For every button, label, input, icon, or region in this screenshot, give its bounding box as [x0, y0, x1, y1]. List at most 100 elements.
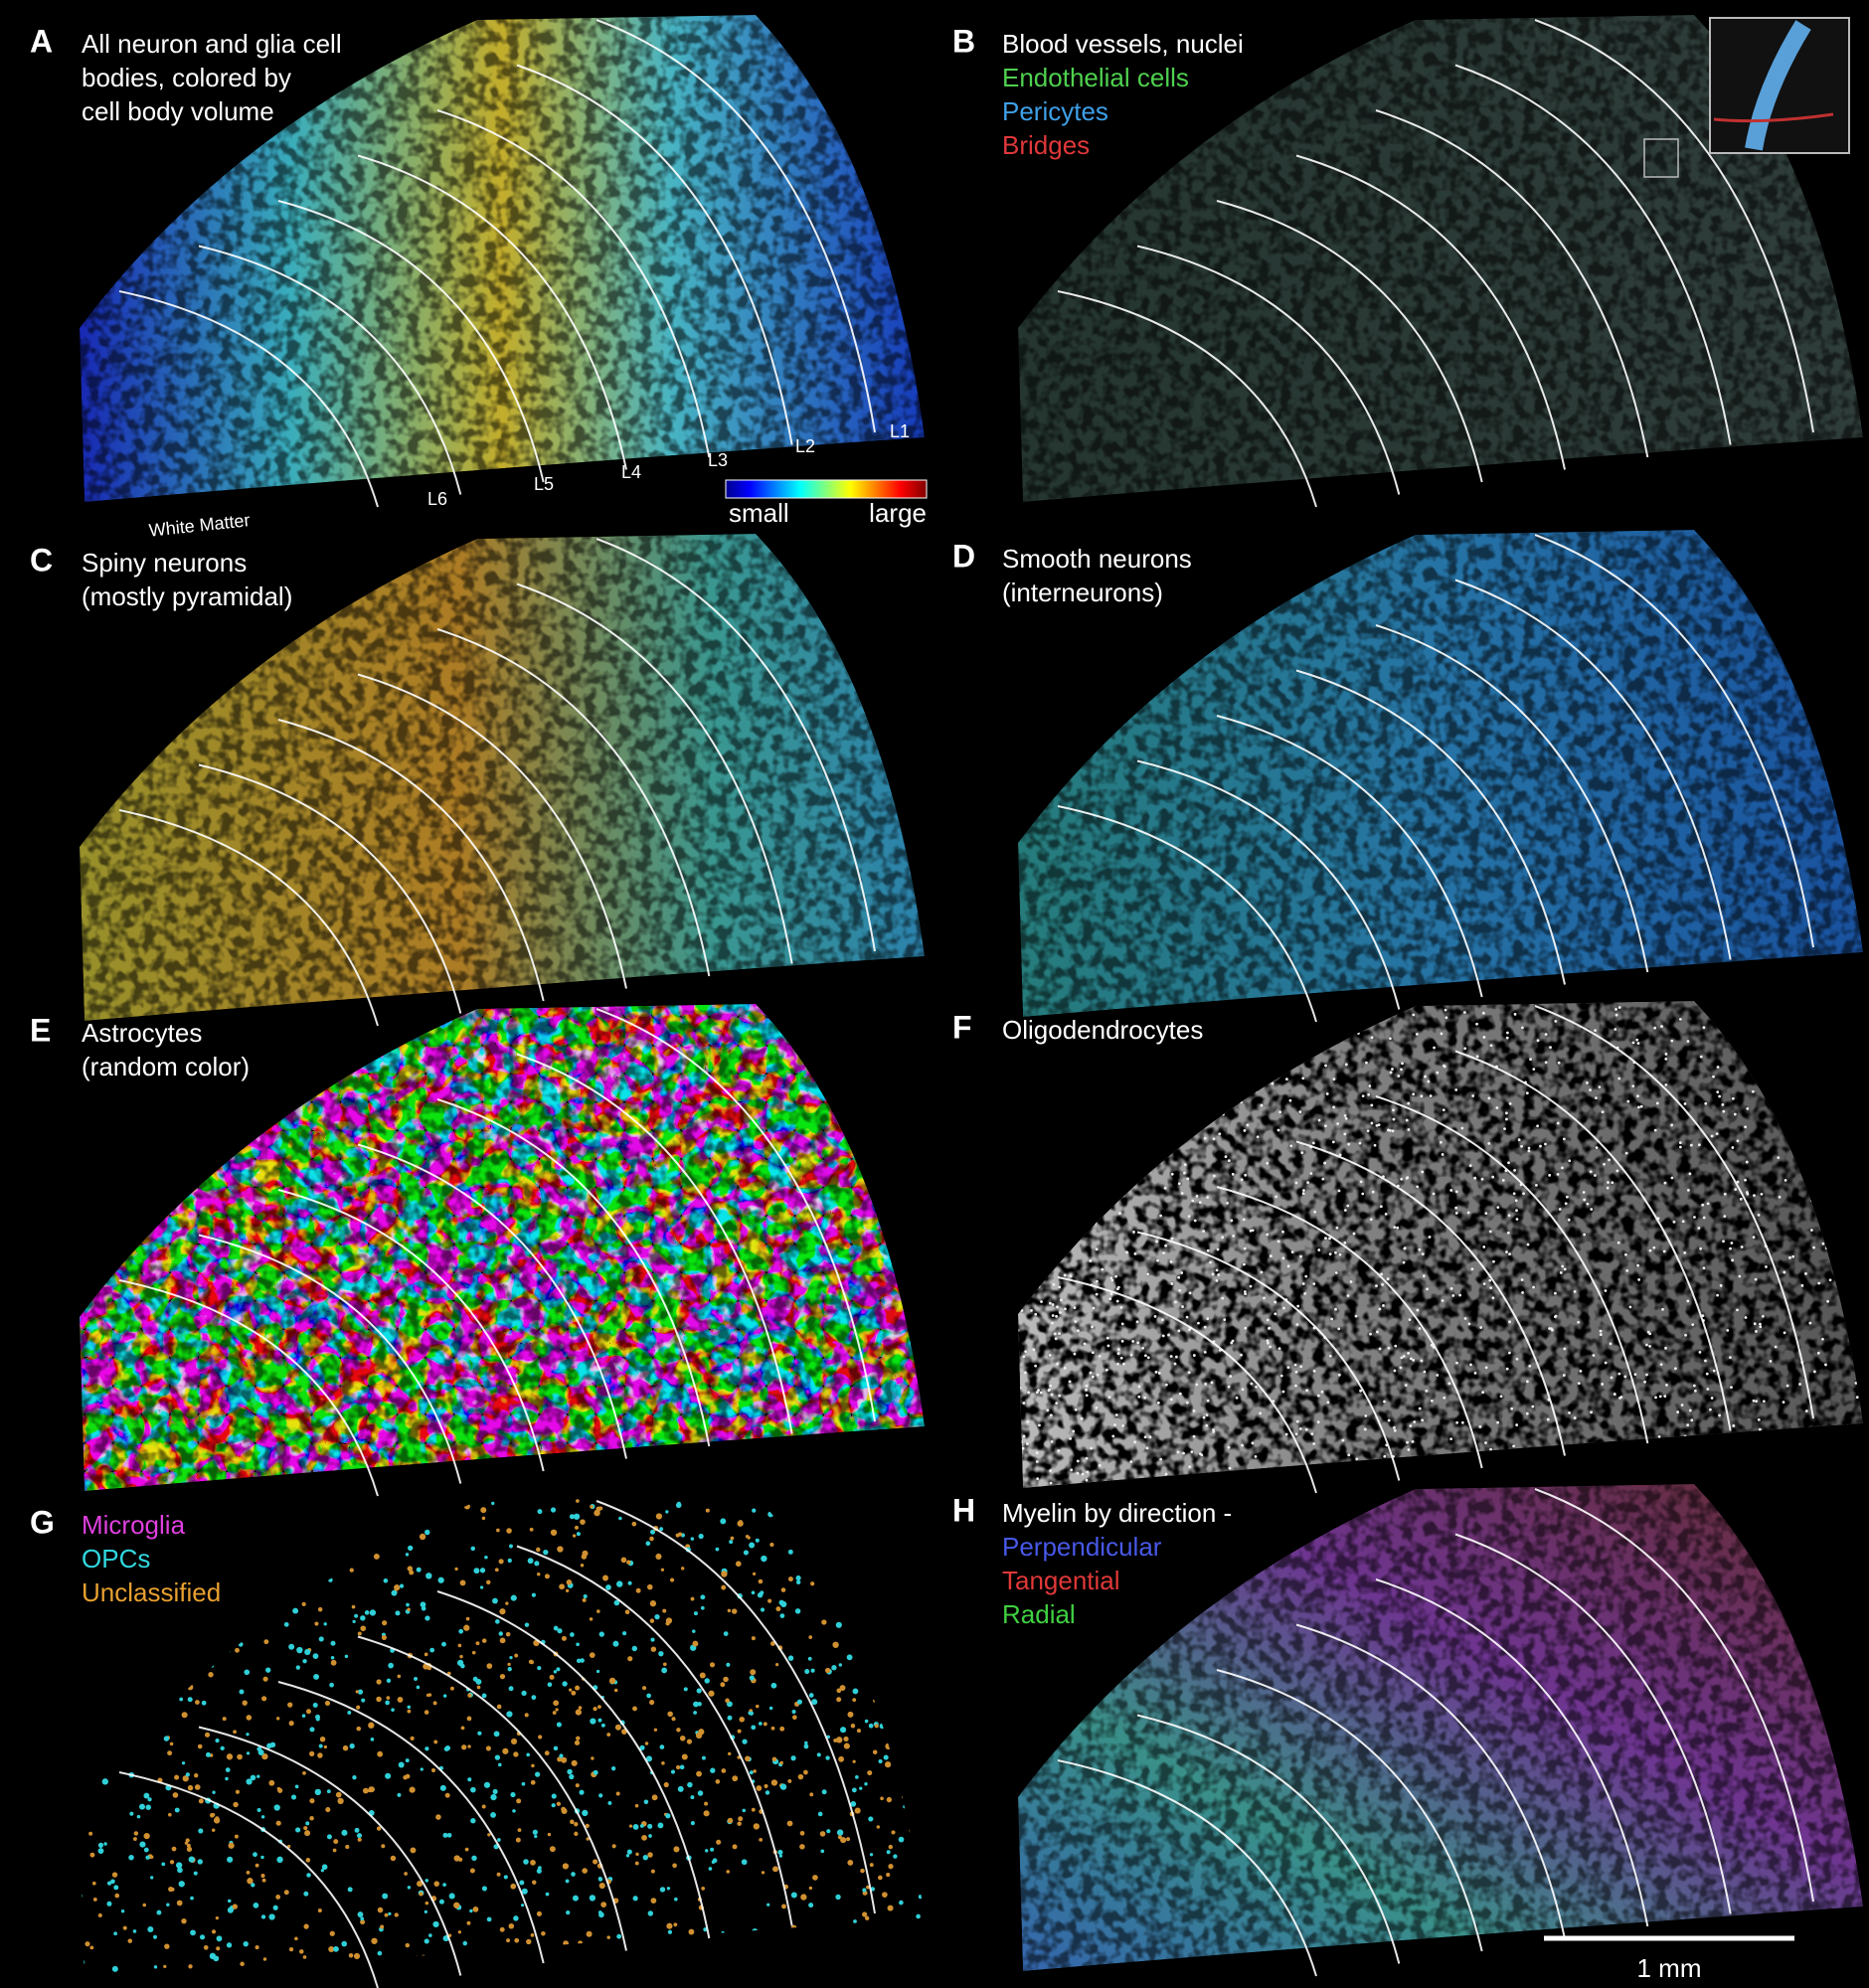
- cell-dot: [675, 1764, 681, 1770]
- cell-dot: [346, 1512, 353, 1518]
- cell-dot: [1334, 1250, 1337, 1254]
- layer-boundary: [1295, 154, 1566, 470]
- cell-dot: [424, 1909, 427, 1914]
- cell-dot: [728, 1751, 732, 1756]
- cell-dot: [1146, 1356, 1150, 1360]
- cell-dot: [1549, 1046, 1552, 1050]
- cell-dot: [1342, 1004, 1346, 1008]
- cell-dot: [909, 1762, 916, 1769]
- cell-dot: [215, 1984, 220, 1988]
- cell-dot: [1295, 1323, 1299, 1326]
- cell-dot: [1752, 1089, 1755, 1093]
- cell-dot: [567, 1768, 573, 1775]
- cell-dot: [1251, 1441, 1255, 1445]
- cell-dot: [1145, 1446, 1149, 1450]
- panel-letter: C: [30, 542, 53, 578]
- cell-dot: [1192, 1409, 1196, 1412]
- cell-dot: [852, 1688, 859, 1695]
- cell-dot: [147, 1925, 154, 1933]
- cell-dot: [706, 1966, 712, 1972]
- cell-dot: [1024, 1236, 1027, 1240]
- cell-dot: [897, 1968, 902, 1973]
- cell-dot: [1407, 1352, 1411, 1355]
- cell-dot: [632, 1896, 638, 1902]
- texture: [1018, 15, 1863, 502]
- cell-dot: [1726, 1027, 1730, 1031]
- cell-dot: [145, 1698, 151, 1704]
- cell-dot: [1506, 1231, 1510, 1235]
- cell-dot: [1681, 1220, 1685, 1224]
- cell-dot: [1052, 1282, 1056, 1286]
- cell-dot: [831, 1546, 838, 1553]
- cell-dot: [414, 1676, 419, 1681]
- cell-dot: [646, 1693, 651, 1699]
- cell-dot: [265, 1667, 271, 1673]
- cell-dot: [1222, 1475, 1226, 1479]
- cell-dot: [679, 1764, 685, 1770]
- cell-dot: [1369, 1023, 1373, 1027]
- cell-dot: [553, 1625, 559, 1631]
- cell-dot: [1772, 1057, 1776, 1061]
- cell-dot: [1806, 1485, 1810, 1488]
- cell-dot: [1040, 1300, 1043, 1303]
- cell-dot: [1224, 1107, 1228, 1111]
- cell-dot: [1018, 1067, 1022, 1071]
- cell-dot: [1706, 1202, 1710, 1206]
- cell-dot: [1722, 1240, 1725, 1243]
- cell-dot: [1854, 1382, 1858, 1385]
- cell-dot: [625, 1854, 630, 1858]
- cell-dot: [796, 1699, 802, 1705]
- cell-dot: [444, 1744, 451, 1751]
- cell-dot: [1030, 1309, 1033, 1312]
- cell-dot: [1080, 1416, 1084, 1420]
- cell-dot: [770, 1779, 778, 1786]
- cell-dot: [1705, 1372, 1709, 1376]
- cell-dot: [557, 1628, 563, 1634]
- cell-dot: [1111, 1094, 1115, 1098]
- cell-dot: [510, 1594, 517, 1601]
- cell-dot: [1188, 1328, 1191, 1332]
- cell-dot: [1347, 1142, 1351, 1146]
- cell-dot: [1745, 1191, 1749, 1194]
- cell-dot: [349, 1568, 354, 1573]
- panel-letter: H: [952, 1492, 975, 1528]
- cell-dot: [1018, 1191, 1022, 1195]
- cell-dot: [1405, 1176, 1409, 1180]
- cell-dot: [565, 1965, 569, 1969]
- cell-dot: [1055, 1402, 1059, 1406]
- cell-dot: [1122, 1362, 1125, 1366]
- cell-dot: [417, 1880, 424, 1888]
- cell-dot: [876, 1825, 881, 1829]
- cell-dot: [225, 1767, 231, 1772]
- cell-dot: [1841, 1262, 1845, 1266]
- cell-dot: [1212, 1428, 1215, 1431]
- cell-dot: [1078, 1189, 1082, 1193]
- cell-dot: [1443, 1064, 1445, 1068]
- cell-dot: [1027, 1279, 1031, 1283]
- cell-dot: [690, 1821, 695, 1826]
- cell-dot: [1044, 1212, 1048, 1216]
- cell-dot: [1586, 1080, 1589, 1084]
- cell-dot: [721, 1584, 727, 1590]
- cell-dot: [453, 1902, 460, 1908]
- cell-dot: [157, 1980, 162, 1983]
- cell-dot: [536, 1868, 542, 1874]
- cell-dot: [650, 1529, 655, 1535]
- cell-dot: [1120, 1322, 1124, 1326]
- cell-dot: [1146, 1272, 1150, 1276]
- cell-dot: [1083, 1342, 1087, 1346]
- cell-dot: [363, 1787, 369, 1794]
- cell-dot: [448, 1893, 455, 1900]
- layer-label: L2: [795, 436, 815, 456]
- cell-dot: [616, 1580, 623, 1587]
- cell-dot: [1352, 1232, 1356, 1236]
- cell-dot: [287, 1702, 293, 1708]
- cell-dot: [1169, 1260, 1173, 1263]
- cell-dot: [485, 1745, 491, 1751]
- cell-dot: [330, 1640, 336, 1646]
- cell-dot: [1215, 1278, 1219, 1282]
- panel-letter: A: [30, 23, 53, 59]
- cell-dot: [1712, 1075, 1715, 1078]
- cell-dot: [494, 1568, 499, 1573]
- cell-dot: [914, 1796, 921, 1803]
